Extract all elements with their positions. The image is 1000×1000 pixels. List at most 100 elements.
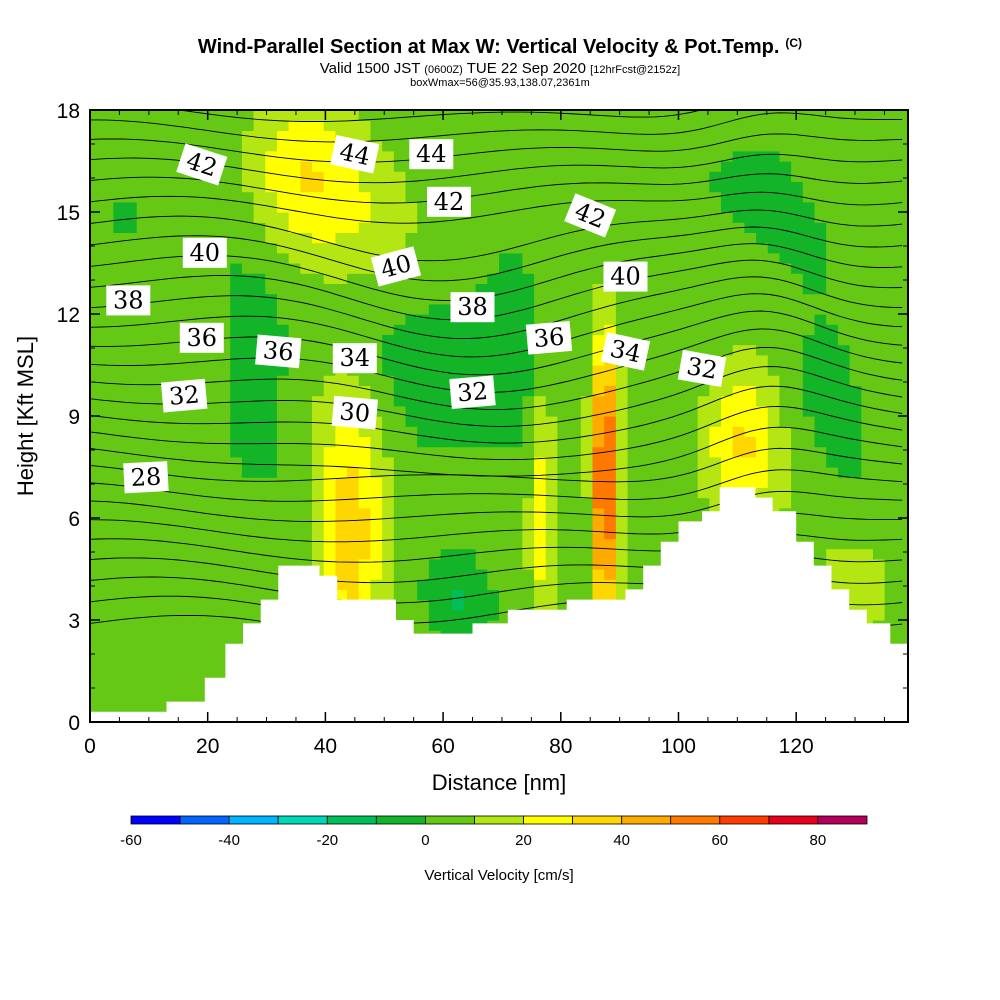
w-field-cell [580, 528, 594, 539]
w-field-cell [732, 283, 745, 295]
w-field-cell [463, 110, 477, 121]
w-field-cell [101, 365, 114, 376]
w-field-cell [802, 171, 816, 182]
w-field-cell [697, 191, 710, 203]
w-field-cell [206, 467, 220, 478]
w-field-cell [125, 609, 138, 621]
w-field-cell [662, 212, 675, 223]
w-field-cell [241, 507, 255, 519]
w-field-cell [136, 161, 150, 172]
w-field-cell [861, 507, 874, 519]
w-field-cell [265, 263, 278, 274]
w-field-cell [662, 426, 675, 437]
w-field-cell [685, 110, 699, 121]
w-field-cell [627, 456, 640, 468]
w-field-cell [335, 589, 348, 601]
w-field-cell [428, 181, 442, 193]
w-field-cell [160, 324, 173, 335]
w-field-cell [452, 558, 465, 570]
w-field-cell [522, 456, 535, 468]
w-field-cell [674, 232, 687, 244]
w-field-cell [382, 538, 395, 550]
w-field-cell [861, 140, 874, 152]
w-field-cell [756, 477, 769, 488]
w-field-cell [615, 477, 629, 488]
w-field-cell [265, 324, 278, 335]
w-field-cell [837, 416, 851, 427]
w-field-cell [791, 436, 804, 448]
w-field-cell [896, 150, 908, 162]
w-field-cell [732, 365, 745, 376]
w-field-cell [393, 140, 407, 152]
w-field-cell [417, 365, 430, 376]
w-field-cell [510, 579, 523, 590]
w-field-cell [510, 395, 523, 407]
w-field-cell [253, 507, 266, 519]
w-field-cell [534, 589, 547, 601]
w-field-cell [253, 385, 266, 397]
w-field-cell [872, 140, 886, 152]
w-field-cell [826, 273, 839, 284]
w-field-cell [382, 395, 395, 407]
w-field-cell [288, 110, 301, 121]
w-field-cell [171, 446, 185, 458]
w-field-cell [697, 273, 710, 284]
w-field-cell [580, 446, 594, 458]
w-field-cell [230, 589, 243, 601]
w-field-cell [872, 599, 886, 611]
w-field-cell [499, 314, 512, 325]
w-field-cell [230, 181, 243, 193]
w-field-cell [884, 140, 897, 152]
w-field-cell [662, 467, 675, 478]
y-tick-label: 9 [68, 406, 80, 429]
w-field-cell [837, 181, 851, 193]
contour-label: 40 [603, 261, 648, 292]
w-field-cell [685, 242, 699, 254]
w-field-cell [440, 558, 453, 570]
w-field-cell [241, 344, 255, 356]
w-field-cell [756, 130, 769, 142]
w-field-cell [557, 150, 570, 162]
w-field-cell [300, 558, 313, 570]
w-field-cell [265, 416, 278, 427]
w-field-cell [382, 518, 395, 529]
w-field-cell [487, 191, 500, 203]
w-field-cell [288, 293, 301, 305]
w-field-cell [335, 110, 348, 121]
w-field-cell [347, 334, 360, 346]
w-field-cell [685, 303, 699, 315]
w-field-cell [195, 303, 208, 315]
w-field-cell [230, 518, 243, 529]
w-field-cell [884, 385, 897, 397]
w-field-cell [90, 273, 103, 284]
w-field-cell [101, 212, 114, 223]
w-field-cell [662, 273, 675, 284]
w-field-cell [160, 191, 173, 203]
w-field-cell [113, 212, 126, 223]
w-field-cell [347, 446, 360, 458]
w-field-cell [136, 507, 150, 519]
w-field-cell [522, 528, 535, 539]
w-field-cell [557, 518, 570, 529]
w-field-cell [779, 150, 792, 162]
w-field-cell [276, 497, 290, 509]
w-field-cell [849, 191, 862, 203]
w-field-cell [265, 140, 278, 152]
w-field-cell [499, 140, 512, 152]
w-field-cell [405, 609, 418, 621]
w-field-cell [592, 477, 605, 488]
w-field-cell [218, 405, 231, 417]
w-field-cell [615, 487, 629, 499]
w-field-cell [370, 507, 383, 519]
w-field-cell [253, 212, 266, 223]
w-field-cell [148, 263, 161, 274]
w-field-cell [347, 283, 360, 295]
w-field-cell [265, 589, 278, 601]
w-field-cell [101, 701, 114, 713]
w-field-cell [756, 375, 769, 386]
w-field-cell [113, 344, 126, 356]
w-field-cell [335, 263, 348, 274]
w-field-cell [849, 293, 862, 305]
w-field-cell [802, 416, 816, 427]
w-field-cell [545, 548, 559, 560]
